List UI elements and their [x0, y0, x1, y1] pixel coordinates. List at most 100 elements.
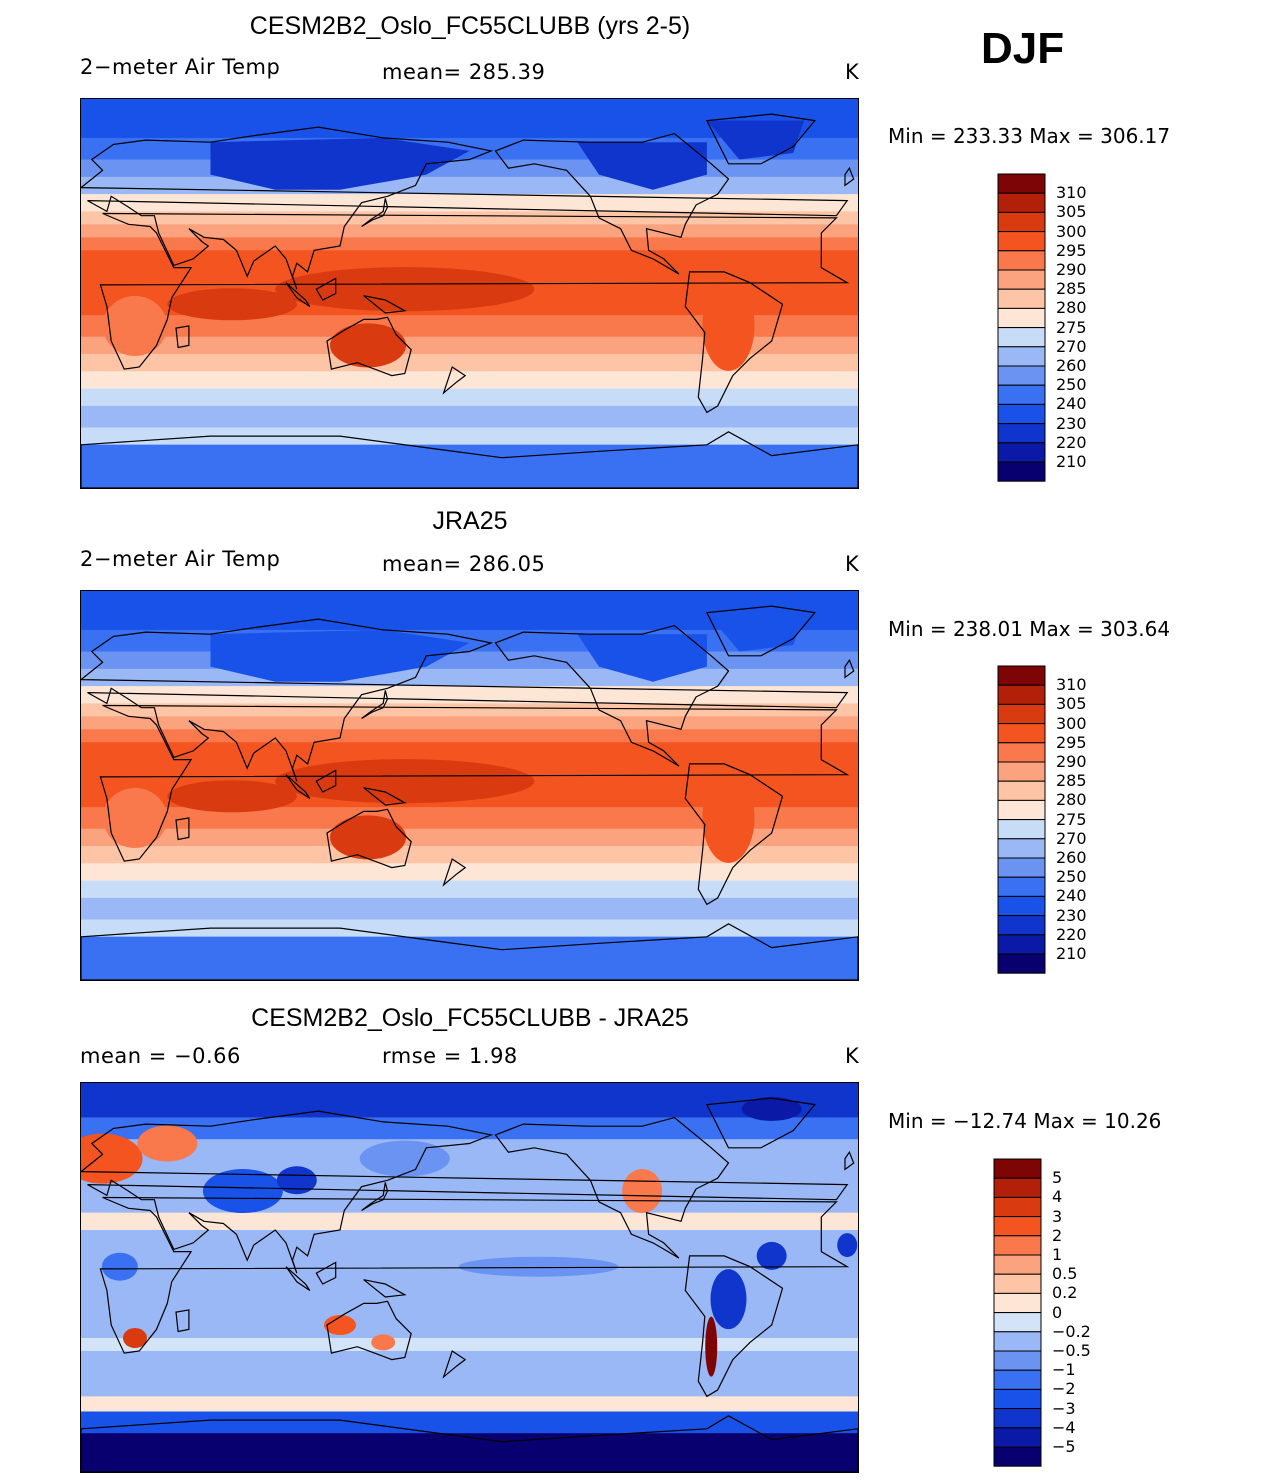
colorbar-box: [997, 742, 1046, 763]
temperature-band: [81, 354, 858, 372]
africa-region: [102, 787, 167, 848]
colorbar-tick-label: 4: [1052, 1187, 1063, 1207]
antarctic-region: [81, 444, 858, 488]
colorbar-box: [997, 384, 1046, 405]
colorbar-tick-label: 1: [1052, 1245, 1063, 1264]
cold-land-region: [577, 634, 707, 682]
colorbar-tick-label: −4: [1052, 1417, 1076, 1437]
colorbar-box: [997, 703, 1046, 725]
coastline: [285, 774, 311, 799]
colorbar-tick-label: 2: [1052, 1225, 1063, 1245]
difference-anomaly: [710, 1269, 747, 1330]
colorbar-tick-label: 220: [1056, 924, 1087, 944]
coastline: [315, 769, 337, 793]
difference-anomaly: [622, 1169, 663, 1214]
temperature-band: [81, 427, 858, 446]
colorbar-box: [997, 403, 1046, 425]
africa-region: [102, 295, 167, 356]
difference-band: [81, 1117, 858, 1140]
colorbar-box: [993, 1292, 1042, 1314]
colorbar-tick-label: 270: [1056, 336, 1087, 356]
temperature-band: [81, 651, 858, 670]
panel1-variable-label: 2−meter Air Temp: [80, 55, 281, 79]
panel3-minmax: Min = −12.74 Max = 10.26: [888, 1109, 1162, 1133]
temperature-band: [81, 807, 858, 830]
colorbar-box: [993, 1254, 1042, 1275]
south-america-warm: [702, 772, 755, 863]
warm-pool: [275, 267, 535, 312]
colorbar-box: [997, 269, 1046, 290]
warm-pool: [167, 780, 297, 813]
colorbar-tick-label: 240: [1056, 394, 1087, 414]
colorbar-tick-label: 250: [1056, 375, 1087, 395]
temperature-band: [81, 897, 858, 920]
panel3-mean-label: mean = −0.66: [80, 1044, 241, 1068]
coastline: [175, 817, 190, 841]
coastline: [326, 1300, 412, 1361]
colorbar-box: [993, 1158, 1042, 1179]
colorbar-tick-label: −2: [1052, 1379, 1076, 1399]
colorbar-tick-label: 230: [1056, 413, 1087, 433]
temperature-band: [81, 194, 858, 212]
temperature-band: [81, 315, 858, 338]
difference-anomaly: [101, 1252, 138, 1281]
colorbar-tick-label: 305: [1056, 694, 1087, 714]
colorbar-box: [997, 819, 1046, 840]
colorbar-box: [993, 1331, 1042, 1352]
difference-anomaly: [122, 1328, 147, 1349]
australia-warm: [330, 815, 407, 860]
coastline: [442, 858, 467, 887]
colorbar-box: [997, 192, 1046, 213]
colorbar-tick-label: −0.2: [1052, 1321, 1091, 1341]
colorbar-boxes: [997, 665, 1046, 974]
panel3-map: [80, 1082, 859, 1473]
coastline: [705, 605, 816, 657]
panel2-title: JRA25: [432, 507, 508, 535]
colorbar-box: [997, 684, 1046, 705]
colorbar-tick-label: 210: [1056, 944, 1087, 963]
difference-anomaly: [705, 1316, 718, 1377]
colorbar-tick-label: 230: [1056, 905, 1087, 925]
colorbar-tick-label: 295: [1056, 240, 1087, 260]
cold-land-region: [210, 629, 470, 682]
coastline: [494, 1116, 730, 1259]
colorbar-tick-label: 300: [1056, 713, 1087, 733]
colorbar-box: [997, 231, 1046, 252]
temperature-band: [81, 863, 858, 882]
difference-anomaly: [324, 1315, 356, 1336]
warm-pool: [275, 759, 535, 804]
coastline: [361, 690, 389, 720]
temperature-band: [81, 686, 858, 704]
colorbar-tick-label: 260: [1056, 848, 1087, 867]
coastline: [684, 1255, 784, 1398]
colorbar-box: [997, 780, 1046, 801]
coastline: [326, 808, 412, 869]
difference-anomaly: [359, 1140, 450, 1177]
colorbar-box: [997, 895, 1046, 917]
temperature-band: [81, 405, 858, 428]
colorbar-boxes: [997, 173, 1046, 482]
colorbar-box: [993, 1446, 1042, 1467]
panel2-units: K: [845, 552, 860, 576]
australia-warm: [330, 323, 407, 368]
panel3-rmse-label: rmse = 1.98: [382, 1044, 518, 1068]
coastline: [363, 295, 407, 314]
difference-band: [81, 1338, 858, 1351]
cold-land-region: [577, 142, 707, 190]
panel1-units: K: [845, 60, 860, 84]
colorbar-box: [993, 1427, 1042, 1448]
colorbar-tick-label: 210: [1056, 452, 1087, 471]
colorbar-tick-label: 5: [1052, 1168, 1063, 1188]
difference-band: [81, 1411, 858, 1434]
colorbar-box: [997, 461, 1046, 482]
season-label: DJF: [981, 24, 1065, 73]
colorbar-box: [993, 1408, 1042, 1429]
colorbar-box: [997, 288, 1046, 309]
colorbar-tick-label: −1: [1052, 1360, 1076, 1380]
colorbar-box: [997, 327, 1046, 348]
coastline: [363, 787, 407, 806]
colorbar-tick-label: 260: [1056, 356, 1087, 375]
temperature-band: [81, 388, 858, 407]
panel3-title: CESM2B2_Oslo_FC55CLUBB - JRA25: [251, 1004, 689, 1032]
temperature-band: [81, 668, 858, 687]
